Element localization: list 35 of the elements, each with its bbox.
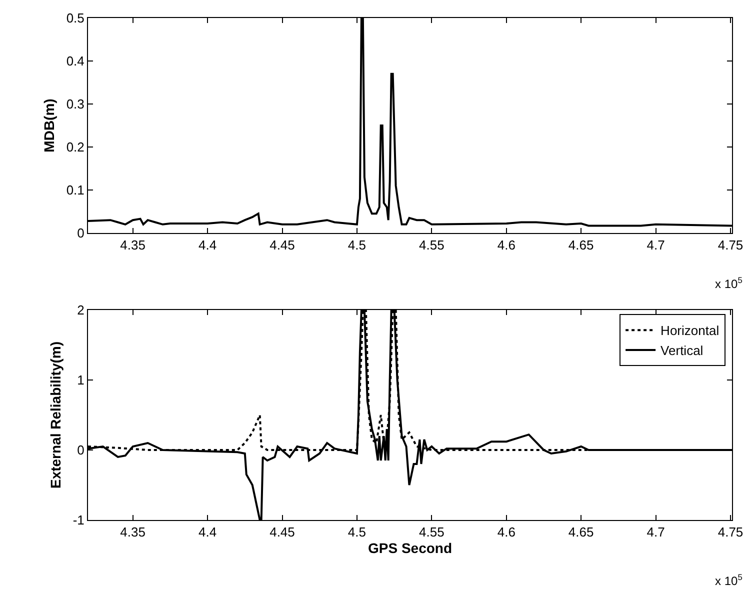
text: x 10$^{5}$ <box>715 274 743 291</box>
x-tick-label: 4.55 <box>419 524 444 540</box>
y-tick-label: 0.4 <box>66 54 84 69</box>
y-tick-label: 1 <box>77 372 84 388</box>
x-tick-label: 4.7 <box>646 524 665 540</box>
x-tick-label: 4.6 <box>497 524 516 540</box>
x-tick-label: 4.4 <box>198 524 217 540</box>
x-tick-label: 4.35 <box>120 238 146 253</box>
y-tick-label: 0.5 <box>66 10 84 26</box>
text: x 10$^{5}$ <box>715 572 743 588</box>
y-axis-title: External Reliability(m) <box>47 341 64 489</box>
y-tick-label: 0.3 <box>66 96 84 112</box>
y-tick-label: 0 <box>77 226 84 241</box>
legend-label: Vertical <box>660 343 704 358</box>
y-tick-label: -1 <box>72 512 84 528</box>
x-axis-title: GPS Second <box>368 540 452 556</box>
y-tick-label: 0.1 <box>66 182 84 198</box>
y-tick-label: 0 <box>77 442 84 458</box>
x-tick-label: 4.75 <box>718 238 744 253</box>
x-tick-label: 4.45 <box>270 524 295 540</box>
x-tick-label: 4.5 <box>348 524 366 540</box>
x-tick-label: 4.55 <box>419 238 444 253</box>
y-tick-label: 2 <box>77 302 84 318</box>
y-tick-label: 0.2 <box>66 140 84 155</box>
legend-label: Horizontal <box>660 323 720 338</box>
y-axis-title: MDB(m) <box>40 98 57 152</box>
x-tick-label: 4.7 <box>646 238 665 253</box>
x-tick-label: 4.5 <box>348 238 366 253</box>
x-tick-label: 4.35 <box>120 524 146 540</box>
x-tick-label: 4.75 <box>718 524 744 540</box>
x-tick-label: 4.65 <box>568 524 594 540</box>
x-tick-label: 4.65 <box>568 238 594 253</box>
x-tick-label: 4.6 <box>497 238 516 253</box>
x-tick-label: 4.45 <box>270 238 295 253</box>
x-tick-label: 4.4 <box>198 238 217 253</box>
